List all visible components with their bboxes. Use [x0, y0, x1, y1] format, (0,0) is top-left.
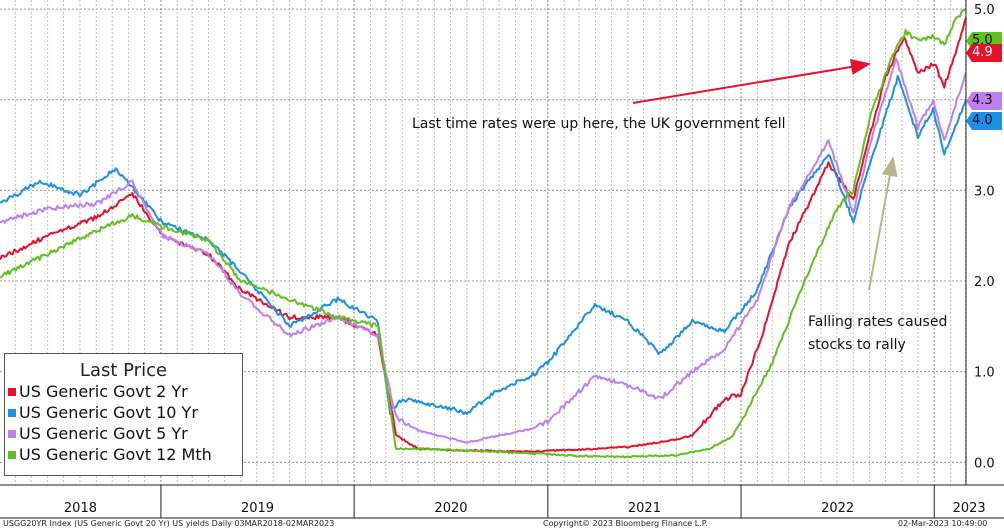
annotation-arrows — [632, 59, 898, 291]
legend-label: US Generic Govt 2 Yr — [19, 382, 188, 401]
y-tick-label: 5.0 — [974, 3, 995, 18]
annotation-arrow-uk — [632, 59, 871, 104]
legend-swatch — [8, 430, 16, 438]
legend: Last Price US Generic Govt 2 Yr US Gener… — [4, 353, 243, 476]
series-line-3 — [0, 58, 967, 444]
legend-label: US Generic Govt 12 Mth — [19, 445, 212, 464]
annotation-uk: Last time rates were up here, the UK gov… — [412, 116, 786, 132]
last-price-badge-10yr: 4.0 — [966, 112, 1002, 130]
last-price-badge-2yr: 4.9 — [966, 44, 1002, 62]
legend-item-12mth: US Generic Govt 12 Mth — [5, 444, 242, 465]
axes: 0.0 1.0 2.0 3.0 4.0 5.0 2018 2019 2020 2021 2022 20… — [0, 0, 1004, 519]
x-tick-label: 2022 — [821, 501, 854, 516]
x-tick-label: 2021 — [628, 501, 661, 516]
legend-swatch — [8, 388, 16, 396]
annotation-arrow-rally — [868, 156, 898, 291]
annotation-rally: Falling rates caused stocks to rally — [808, 314, 948, 353]
legend-title: Last Price — [79, 360, 168, 381]
last-price-badge-5yr: 4.3 — [966, 92, 1002, 110]
series-line-4 — [0, 8, 967, 459]
x-tick-label: 2018 — [64, 501, 97, 516]
legend-item-2yr: US Generic Govt 2 Yr — [5, 381, 242, 402]
legend-label: US Generic Govt 5 Yr — [19, 424, 188, 443]
legend-item-10yr: US Generic Govt 10 Yr — [5, 402, 242, 423]
y-tick-label: 3.0 — [974, 184, 995, 199]
y-tick-label: 0.0 — [974, 456, 995, 471]
legend-swatch — [8, 451, 16, 459]
series-line-2 — [0, 74, 967, 415]
legend-label: US Generic Govt 10 Yr — [19, 403, 198, 422]
x-tick-label: 2023 — [953, 501, 986, 516]
x-tick-label: 2020 — [434, 501, 467, 516]
footer-copyright: Copyright© 2023 Bloomberg Finance L.P. — [543, 519, 708, 528]
footer-timestamp: 02-Mar-2023 10:49:00 — [898, 519, 988, 528]
y-tick-label: 2.0 — [974, 275, 995, 290]
y-tick-label: 1.0 — [974, 366, 995, 381]
footer-source: USGG20YR Index (US Generic Govt 20 Yr) U… — [3, 519, 335, 528]
x-tick-label: 2019 — [241, 501, 274, 516]
legend-item-5yr: US Generic Govt 5 Yr — [5, 423, 242, 444]
legend-swatch — [8, 409, 16, 417]
series-lines — [0, 8, 967, 459]
